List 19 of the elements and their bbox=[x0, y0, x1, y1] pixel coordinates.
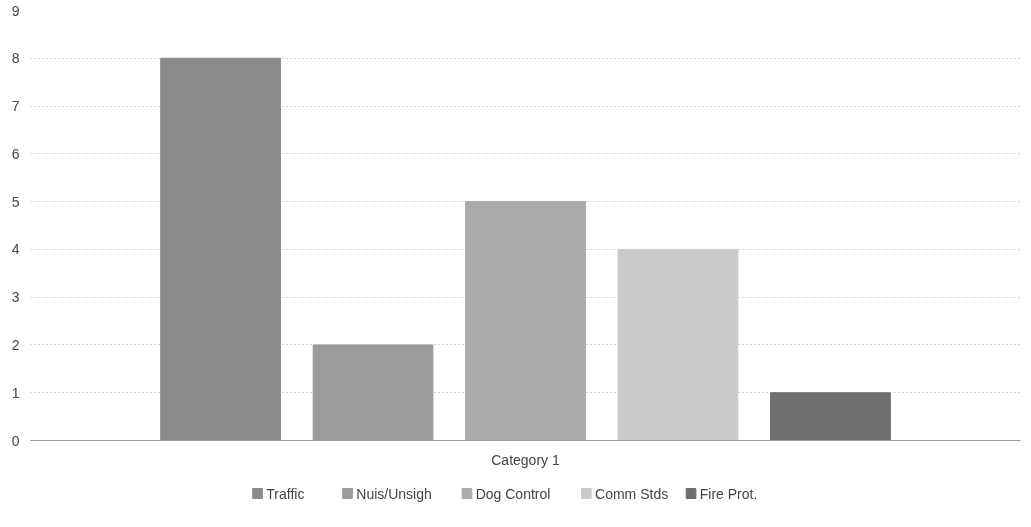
legend-label: Fire Prot. bbox=[699, 485, 758, 502]
legend-label: Dog Control bbox=[475, 485, 551, 502]
x-tick-label: Category 1 bbox=[491, 451, 560, 468]
bar bbox=[160, 57, 281, 441]
bar bbox=[617, 248, 739, 441]
y-tick-label: 5 bbox=[11, 193, 20, 210]
y-tick-label: 3 bbox=[11, 289, 20, 306]
legend-label: Nuis/Unsigh bbox=[356, 485, 432, 502]
legend-label: Traffic bbox=[266, 485, 305, 502]
y-tick-label: 4 bbox=[11, 241, 20, 258]
y-tick-label: 7 bbox=[11, 98, 20, 115]
y-tick-label: 9 bbox=[11, 2, 20, 19]
y-tick-label: 1 bbox=[11, 384, 20, 401]
legend-label: Comm Stds bbox=[595, 485, 669, 502]
y-tick-label: 2 bbox=[11, 336, 20, 353]
y-tick-label: 0 bbox=[11, 432, 20, 449]
y-tick-label: 8 bbox=[11, 50, 20, 67]
y-tick-label: 6 bbox=[11, 145, 20, 162]
bar bbox=[770, 392, 891, 441]
